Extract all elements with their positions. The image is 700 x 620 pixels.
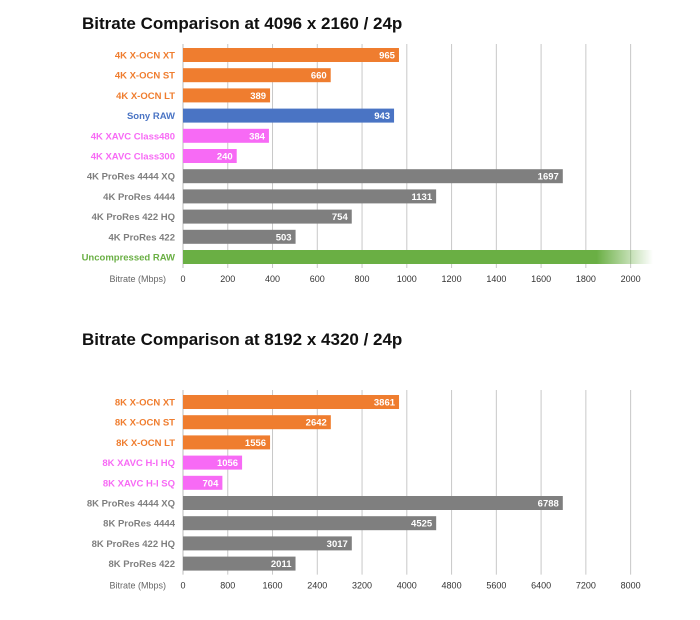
tick-label: 600: [310, 274, 325, 284]
data-label: 2642: [306, 418, 327, 429]
tick-label: 5600: [486, 581, 506, 591]
bar: [183, 455, 243, 470]
data-label: 754: [332, 212, 349, 223]
bar: [183, 48, 399, 62]
tick-label: 800: [220, 581, 235, 591]
bar: [183, 250, 653, 264]
tick-label: 2400: [307, 581, 327, 591]
category-label: 4K ProRes 4444: [103, 192, 176, 203]
category-label: 4K ProRes 422 HQ: [92, 212, 175, 223]
data-label: 1556: [245, 438, 266, 449]
chart-4k-plot: 4K X-OCN XT 965 4K X-OCN ST 660 4K X-OCN LT 3…: [82, 44, 653, 284]
bar: [183, 415, 331, 430]
category-label: Sony RAW: [127, 111, 175, 122]
tick-label: 1400: [486, 274, 506, 284]
tick-label: 7200: [576, 581, 596, 591]
category-label: 8K ProRes 422: [108, 559, 175, 570]
bar: [183, 169, 563, 184]
bar: [183, 189, 437, 204]
bar: [183, 475, 223, 490]
chart-title: Bitrate Comparison at 4096 x 2160 / 24p: [82, 14, 403, 33]
data-label: 4525: [411, 519, 433, 530]
chart-8k-plot: 8K X-OCN XT 3861 8K X-OCN ST 2642 8K X-OCN L…: [87, 390, 641, 591]
category-label: 8K X-OCN ST: [115, 418, 175, 429]
data-label: 503: [276, 232, 292, 243]
category-label: 8K X-OCN LT: [116, 438, 175, 449]
data-label: 704: [203, 478, 220, 489]
tick-label: 1200: [442, 274, 462, 284]
data-label: 389: [250, 91, 266, 102]
data-label: 660: [311, 71, 327, 82]
data-label: 965: [379, 51, 396, 62]
data-label: 3017: [327, 539, 348, 550]
data-label: 6788: [538, 499, 559, 510]
data-label: 943: [374, 111, 390, 122]
tick-label: 800: [355, 274, 370, 284]
category-label: 4K ProRes 4444 XQ: [87, 172, 175, 183]
tick-label: 2000: [621, 274, 641, 284]
tick-label: 0: [180, 581, 185, 591]
category-label: 8K X-OCN XT: [115, 398, 175, 409]
category-label: 4K X-OCN LT: [116, 91, 175, 102]
category-label: Uncompressed RAW: [82, 253, 175, 264]
tick-label: 1600: [263, 581, 283, 591]
bar: [183, 395, 400, 409]
data-label: 2011: [271, 559, 292, 570]
tick-label: 4800: [442, 581, 462, 591]
tick-label: 0: [180, 274, 185, 284]
category-label: 8K ProRes 422 HQ: [92, 539, 175, 550]
bar: [183, 229, 296, 244]
tick-label: 4000: [397, 581, 417, 591]
category-label: 8K ProRes 4444: [103, 519, 176, 530]
data-label: 1056: [217, 458, 238, 469]
data-label: 384: [249, 131, 266, 142]
category-label: 4K X-OCN XT: [115, 51, 175, 62]
tick-label: 6400: [531, 581, 551, 591]
category-label: 4K ProRes 422: [108, 232, 175, 243]
data-label: 1131: [412, 192, 433, 203]
bar: [183, 128, 269, 143]
bar: [183, 496, 563, 510]
bar: [183, 435, 271, 450]
category-label: 8K ProRes 4444 XQ: [87, 499, 175, 510]
bar: [183, 88, 271, 103]
category-label: 4K XAVC Class300: [91, 152, 175, 163]
bar: [183, 209, 352, 224]
tick-label: 200: [220, 274, 235, 284]
tick-label: 8000: [621, 581, 641, 591]
x-axis-title: Bitrate (Mbps): [109, 274, 166, 284]
tick-label: 400: [265, 274, 280, 284]
data-label: 240: [217, 152, 233, 163]
category-label: 4K XAVC Class480: [91, 131, 175, 142]
category-label: 4K X-OCN ST: [115, 71, 175, 82]
bar: [183, 68, 331, 83]
chart-title: Bitrate Comparison at 8192 x 4320 / 24p: [82, 330, 403, 349]
bar: [183, 149, 237, 163]
bar: [183, 516, 437, 531]
bar: [183, 536, 352, 551]
category-label: 8K XAVC H-I SQ: [103, 478, 175, 489]
category-label: 8K XAVC H-I HQ: [102, 458, 175, 469]
bar: [183, 556, 296, 571]
bar: [183, 108, 395, 123]
x-axis-title: Bitrate (Mbps): [109, 581, 166, 591]
data-label: 1697: [538, 172, 559, 183]
data-label: 3861: [374, 398, 396, 409]
tick-label: 1000: [397, 274, 417, 284]
tick-label: 1600: [531, 274, 551, 284]
tick-label: 1800: [576, 274, 596, 284]
tick-label: 3200: [352, 581, 372, 591]
